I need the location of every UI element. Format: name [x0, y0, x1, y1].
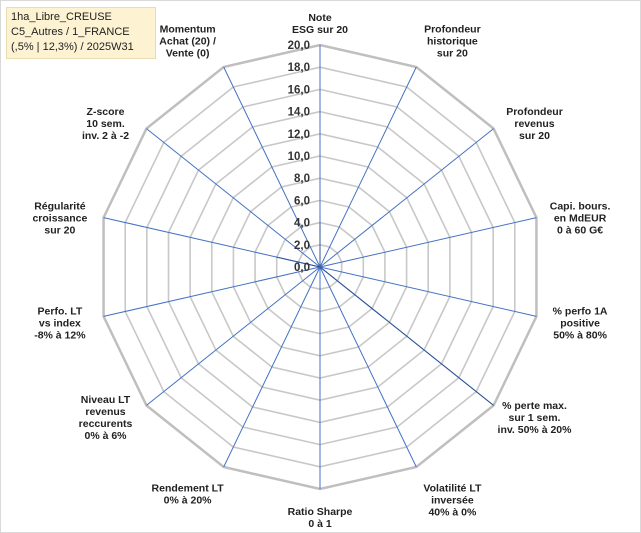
spoke-6 — [319, 266, 417, 468]
category-label-7-line-1: 0 à 1 — [308, 518, 332, 530]
category-label-1-line-2: sur 20 — [437, 47, 468, 59]
category-label-3: Capi. bours. en MdEUR 0 à 60 G€ — [550, 201, 611, 237]
category-label-10-line-0: Perfo. LT — [38, 306, 83, 318]
category-label-0: Note ESG sur 20 — [292, 12, 348, 36]
category-label-4-line-1: positive — [560, 318, 600, 330]
spoke-1 — [319, 66, 417, 268]
category-label-9-line-0: Niveau LT — [81, 394, 131, 406]
info-line-3: (,5% | 12,3%) / 2025W31 — [11, 41, 134, 53]
category-label-7-line-0: Ratio Sharpe — [288, 506, 353, 518]
spoke-9 — [146, 266, 321, 406]
category-label-3-line-2: 0 à 60 G€ — [557, 225, 603, 237]
category-label-13: Momentum Achat (20) / Vente (0) — [159, 23, 216, 59]
radar-category-labels: Note ESG sur 20 Profondeur historique sur 20… — [32, 12, 610, 530]
category-label-11-line-0: Régularité — [34, 201, 86, 213]
tick-label-0: 0,0 — [294, 262, 310, 274]
spoke-8 — [223, 266, 321, 468]
tick-label-9: 18,0 — [288, 62, 310, 74]
spoke-3 — [319, 217, 537, 268]
category-label-11: Régularité croissance sur 20 — [32, 201, 87, 237]
spoke-13 — [223, 66, 321, 268]
category-label-12-line-1: 10 sem. — [86, 118, 125, 130]
category-label-1-line-1: historique — [427, 35, 478, 47]
radar-tick-labels: 0,0 2,0 4,0 6,0 8,0 10,0 12,0 14,0 16,0 18,0 20,0 — [288, 40, 310, 274]
category-label-11-line-1: croissance — [32, 213, 87, 225]
category-label-5-line-0: % perte max. — [502, 400, 567, 412]
info-line-2: C5_Autres / 1_FRANCE — [11, 26, 130, 38]
category-label-12-line-0: Z-score — [87, 106, 125, 118]
category-label-6-line-2: 40% à 0% — [428, 507, 477, 519]
category-label-12: Z-score 10 sem. inv. 2 à -2 — [82, 106, 129, 142]
category-label-12-line-2: inv. 2 à -2 — [82, 130, 129, 142]
category-label-3-line-0: Capi. bours. — [550, 201, 611, 213]
category-label-8: Rendement LT 0% à 20% — [152, 483, 225, 507]
category-label-2-line-0: Profondeur — [506, 106, 563, 118]
info-box: 1ha_Libre_CREUSE C5_Autres / 1_FRANCE (,… — [6, 7, 156, 59]
category-label-11-line-2: sur 20 — [44, 225, 75, 237]
category-label-8-line-0: Rendement LT — [152, 483, 225, 495]
category-label-3-line-1: en MdEUR — [554, 213, 607, 225]
category-label-10-line-2: -8% à 12% — [34, 330, 86, 342]
spoke-10 — [103, 266, 321, 317]
category-label-0-line-1: ESG sur 20 — [292, 24, 348, 36]
tick-label-5: 10,0 — [288, 151, 310, 163]
category-label-2: Profondeur revenus sur 20 — [506, 106, 563, 142]
tick-label-8: 16,0 — [288, 84, 310, 96]
category-label-5: % perte max. sur 1 sem. inv. 50% à 20% — [498, 400, 573, 436]
tick-label-1: 2,0 — [294, 240, 310, 252]
spoke-12 — [146, 128, 321, 268]
category-label-1-line-0: Profondeur — [424, 23, 481, 35]
category-label-6: Volatilité LT inversée 40% à 0% — [423, 483, 482, 519]
category-label-9-line-3: 0% à 6% — [84, 430, 127, 442]
category-label-13-line-2: Vente (0) — [166, 47, 210, 59]
category-label-7: Ratio Sharpe 0 à 1 — [288, 506, 353, 530]
category-label-10: Perfo. LT vs index -8% à 12% — [34, 306, 86, 342]
category-label-4-line-0: % perfo 1A — [553, 306, 608, 318]
category-label-6-line-0: Volatilité LT — [423, 483, 482, 495]
tick-label-3: 6,0 — [294, 195, 310, 207]
category-label-4-line-2: 50% à 80% — [553, 330, 607, 342]
category-label-2-line-2: sur 20 — [519, 130, 550, 142]
radar-series — [276, 222, 494, 406]
category-label-5-line-2: inv. 50% à 20% — [498, 424, 573, 436]
tick-label-7: 14,0 — [288, 107, 310, 119]
category-label-9: Niveau LT revenus reccurents 0% à 6% — [79, 394, 133, 442]
category-label-13-line-1: Achat (20) / — [159, 35, 216, 47]
tick-label-2: 4,0 — [294, 218, 310, 230]
spoke-2 — [319, 128, 494, 268]
category-label-1: Profondeur historique sur 20 — [424, 23, 481, 59]
tick-label-10: 20,0 — [288, 40, 310, 52]
category-label-0-line-0: Note — [308, 12, 331, 24]
category-label-8-line-1: 0% à 20% — [164, 495, 213, 507]
tick-label-4: 8,0 — [294, 173, 310, 185]
category-label-5-line-1: sur 1 sem. — [509, 412, 561, 424]
spoke-4 — [319, 266, 537, 317]
category-label-9-line-1: revenus — [85, 406, 125, 418]
category-label-4: % perfo 1A positive 50% à 80% — [553, 306, 608, 342]
tick-label-6: 12,0 — [288, 129, 310, 141]
category-label-10-line-1: vs index — [39, 318, 81, 330]
category-label-6-line-1: inversée — [431, 495, 474, 507]
info-line-1: 1ha_Libre_CREUSE — [11, 11, 112, 23]
category-label-2-line-1: revenus — [514, 118, 554, 130]
category-label-9-line-2: reccurents — [79, 418, 133, 430]
category-label-13-line-0: Momentum — [160, 23, 216, 35]
